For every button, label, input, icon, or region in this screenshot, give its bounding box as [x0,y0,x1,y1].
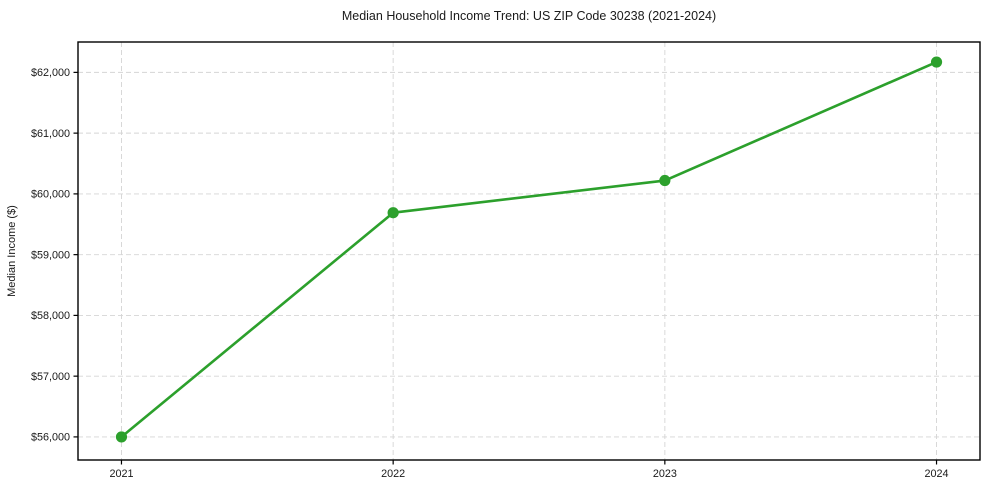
tick-labels: $56,000 $57,000 $58,000 $59,000 $60,000 $61,0… [31,67,949,480]
plot-border [77,41,981,461]
data-point-marker [659,174,671,187]
data-point-marker [930,56,943,68]
y-axis-label: Median Income ($) [6,205,18,297]
data-series [115,56,943,443]
y-tick-label: $56,000 [31,432,70,444]
data-point-marker [115,431,128,443]
tick-marks [73,71,938,465]
x-tick-label: 2024 [925,468,949,480]
y-tick-label: $58,000 [31,310,70,322]
y-tick-label: $57,000 [31,371,70,383]
y-tick-label: $59,000 [31,249,70,261]
y-tick-label: $60,000 [31,189,70,201]
series-line [120,60,938,439]
y-tick-label: $61,000 [31,128,70,140]
x-tick-label: 2022 [381,468,405,480]
data-point-marker [387,207,399,219]
x-tick-label: 2021 [109,468,133,480]
x-tick-label: 2023 [653,468,677,480]
chart-title: Median Household Income Trend: US ZIP Co… [342,9,716,23]
y-tick-label: $62,000 [31,67,70,79]
gridlines [78,42,980,460]
